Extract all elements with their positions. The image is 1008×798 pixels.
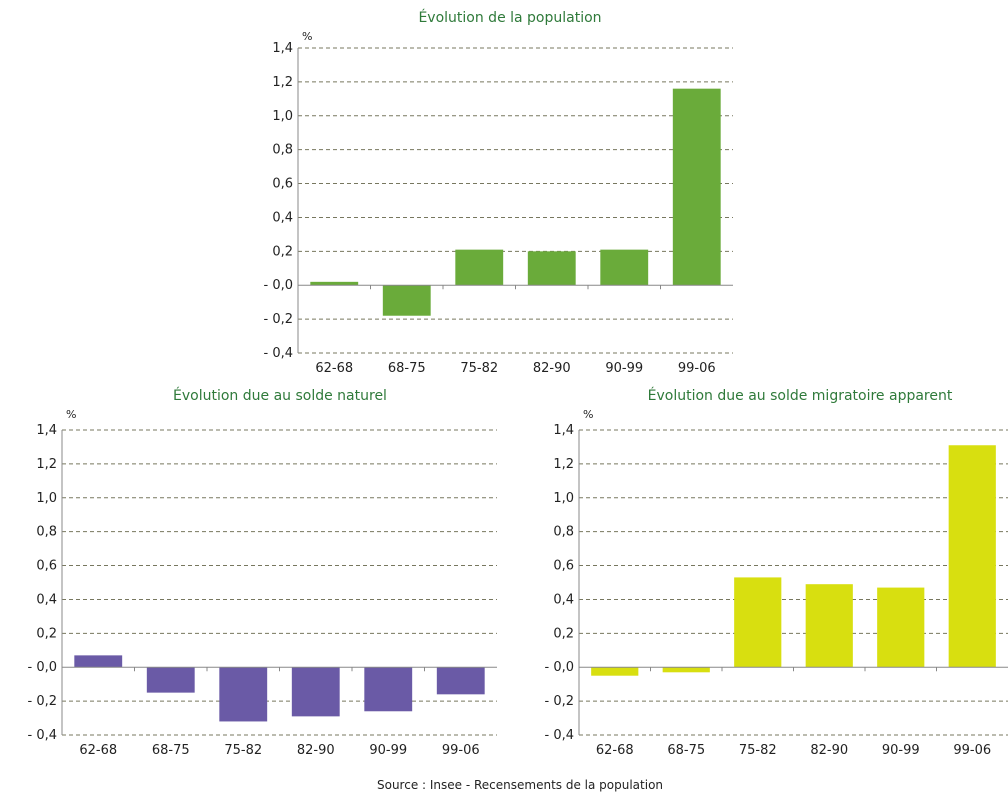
x-tick-label: 82-90 [533,361,571,376]
y-tick-label: - 0,4 [28,728,58,743]
y-tick-label: - 0,0 [545,660,575,675]
bar-62-68 [74,655,123,668]
y-tick-label: - 0,0 [28,660,58,675]
chart-title: Évolution due au solde naturel [173,387,387,404]
x-tick-label: 90-99 [369,743,407,758]
bar-68-75 [146,667,195,693]
source-note: Source : Insee - Recensements de la popu… [377,778,663,792]
bar-75-82 [455,249,504,286]
bar-90-99 [877,587,925,668]
y-tick-label: - 0,4 [545,728,575,743]
chart-title: Évolution due au solde migratoire appare… [648,387,953,404]
bar-99-06 [436,667,485,695]
x-tick-label: 75-82 [739,743,777,758]
y-tick-label: 0,4 [553,592,574,607]
y-tick-label: 1,2 [36,457,57,472]
y-unit-label: % [302,30,312,43]
x-tick-label: 82-90 [297,743,335,758]
y-tick-label: - 0,0 [264,278,294,293]
y-unit-label: % [66,408,76,421]
bar-82-90 [527,251,576,286]
bar-62-68 [591,667,639,676]
chart-solde-migratoire: Évolution due au solde migratoire appare… [545,387,1008,758]
x-tick-label: 90-99 [605,361,643,376]
y-tick-label: 1,0 [553,491,574,506]
y-unit-label: % [583,408,593,421]
bar-68-75 [382,285,431,316]
y-tick-label: 0,2 [272,244,293,259]
bar-82-90 [805,584,853,668]
chart-population: Évolution de la population % - 0,4 - 0,2 -… [264,9,733,376]
x-tick-label: 75-82 [460,361,498,376]
x-tick-label: 99-06 [953,743,991,758]
y-tick-label: 1,4 [36,423,57,438]
y-tick-label: - 0,2 [28,694,58,709]
x-tick-label: 68-75 [667,743,705,758]
bar-68-75 [662,667,710,673]
x-tick-label: 75-82 [224,743,262,758]
y-tick-label: 0,4 [272,210,293,225]
y-tick-label: 0,2 [36,626,57,641]
y-tick-label: 1,4 [272,41,293,56]
x-tick-label: 90-99 [882,743,920,758]
bar-99-06 [948,445,996,668]
y-tick-label: 0,2 [553,626,574,641]
x-tick-label: 62-68 [79,743,117,758]
x-tick-label: 82-90 [810,743,848,758]
y-tick-label: 0,4 [36,592,57,607]
y-tick-label: 0,6 [553,559,574,574]
y-tick-label: 0,8 [553,525,574,540]
y-tick-label: 1,0 [272,109,293,124]
x-tick-label: 62-68 [315,361,353,376]
bar-90-99 [364,667,413,712]
y-tick-label: - 0,2 [545,694,575,709]
x-tick-label: 99-06 [678,361,716,376]
x-tick-label: 68-75 [388,361,426,376]
y-tick-label: 1,0 [36,491,57,506]
bar-62-68 [310,281,359,286]
y-tick-label: - 0,2 [264,312,294,327]
x-tick-label: 99-06 [442,743,480,758]
bar-82-90 [291,667,340,717]
chart-title: Évolution de la population [418,9,601,26]
y-tick-label: 0,6 [272,177,293,192]
x-tick-label: 68-75 [152,743,190,758]
y-tick-label: 1,4 [553,423,574,438]
chart-solde-naturel: Évolution due au solde naturel % - 0,4 - … [28,387,497,758]
y-tick-label: 0,6 [36,559,57,574]
y-tick-label: 0,8 [36,525,57,540]
bar-90-99 [600,249,649,286]
y-tick-label: 0,8 [272,143,293,158]
y-tick-label: 1,2 [272,75,293,90]
x-tick-label: 62-68 [596,743,634,758]
y-tick-label: - 0,4 [264,346,294,361]
y-tick-label: 1,2 [553,457,574,472]
bar-75-82 [219,667,268,722]
bar-75-82 [734,577,782,668]
bar-99-06 [672,88,721,286]
